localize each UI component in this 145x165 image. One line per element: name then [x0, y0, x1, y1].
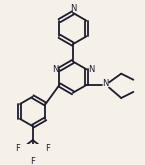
Text: F: F: [16, 144, 20, 153]
Text: N: N: [102, 79, 109, 88]
Text: N: N: [52, 65, 58, 74]
Text: N: N: [70, 4, 76, 13]
Text: F: F: [30, 157, 35, 165]
Text: F: F: [45, 144, 50, 153]
Text: N: N: [88, 65, 94, 74]
